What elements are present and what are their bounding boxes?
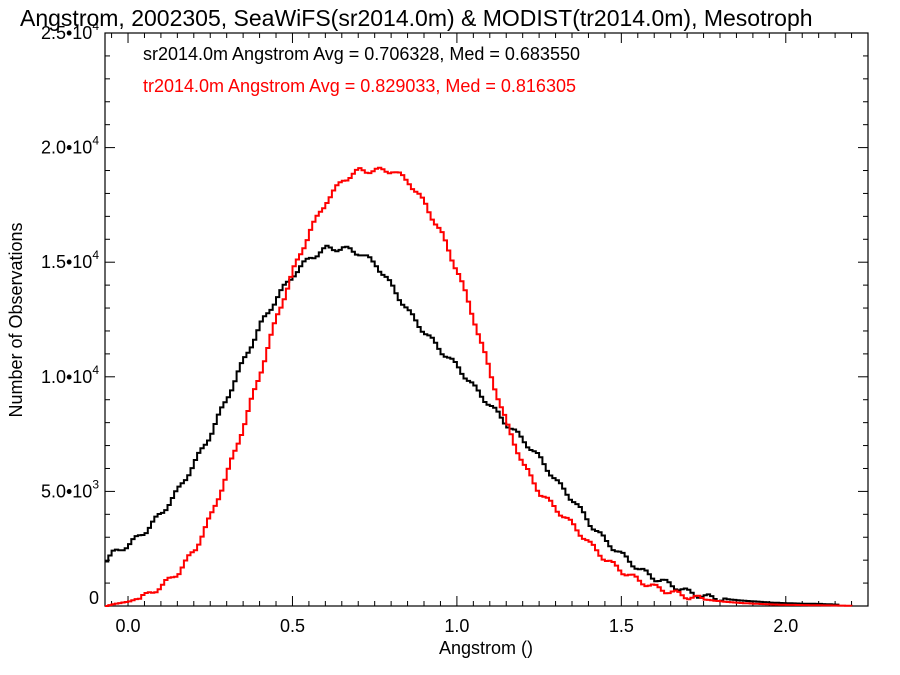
y-tick-exponent: 4 xyxy=(92,19,99,33)
series-line-0 xyxy=(105,244,840,606)
y-tick-mantissa: 0 xyxy=(89,588,99,608)
plot-frame xyxy=(104,32,869,607)
y-tick-label: 1.5•104 xyxy=(41,248,99,272)
legend-entry-1: tr2014.0m Angstrom Avg = 0.829033, Med =… xyxy=(143,76,576,96)
y-tick-mantissa: 2.5•10 xyxy=(41,23,92,43)
y-tick-mantissa: 1.5•10 xyxy=(41,252,92,272)
x-tick-label: 0.5 xyxy=(280,616,305,636)
y-tick-exponent: 4 xyxy=(92,134,99,148)
x-axis-ticks: 0.0 0.5 1.0 1.5 2.0 xyxy=(111,33,869,636)
x-tick-label: 2.0 xyxy=(773,616,798,636)
y-tick-exponent: 3 xyxy=(92,477,99,491)
x-tick-label: 1.0 xyxy=(444,616,469,636)
chart-title: Angstrom, 2002305, SeaWiFS(sr2014.0m) & … xyxy=(20,5,813,31)
y-tick-label: 1.0•104 xyxy=(41,363,99,387)
y-tick-label: 2.0•104 xyxy=(41,134,99,158)
x-tick-label: 1.5 xyxy=(609,616,634,636)
series-layer xyxy=(105,166,853,607)
y-tick-label: 2.5•104 xyxy=(41,19,99,43)
y-tick-mantissa: 5.0•10 xyxy=(41,481,92,501)
y-tick-exponent: 4 xyxy=(92,248,99,262)
y-tick-exponent: 4 xyxy=(92,363,99,377)
legend-entry-0: sr2014.0m Angstrom Avg = 0.706328, Med =… xyxy=(143,44,580,64)
y-tick-label: 5.0•103 xyxy=(41,477,99,501)
series-line-1 xyxy=(105,166,853,607)
y-tick-label: 0 xyxy=(89,588,99,608)
x-tick-label: 0.0 xyxy=(116,616,141,636)
y-tick-mantissa: 2.0•10 xyxy=(41,138,92,158)
y-tick-mantissa: 1.0•10 xyxy=(41,367,92,387)
y-axis-title: Number of Observations xyxy=(6,222,26,417)
x-axis-title: Angstrom () xyxy=(439,638,533,658)
